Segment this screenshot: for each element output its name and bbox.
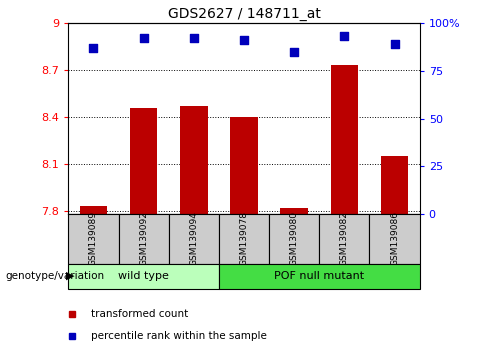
Point [391,41,399,47]
Text: ▶: ▶ [66,271,74,281]
Bar [381,156,408,214]
Text: transformed count: transformed count [91,309,188,319]
Text: GSM139086: GSM139086 [390,211,399,267]
Text: GSM139080: GSM139080 [290,211,299,267]
Text: GSM139082: GSM139082 [340,211,349,267]
Bar [80,206,107,214]
Text: percentile rank within the sample: percentile rank within the sample [91,331,267,341]
Point [140,35,147,41]
Text: GSM139092: GSM139092 [139,211,148,267]
Point [240,38,248,43]
Text: genotype/variation: genotype/variation [5,271,104,281]
Bar [281,208,308,214]
Bar [180,106,207,214]
Bar [219,214,269,264]
Bar [230,117,258,214]
Bar [219,264,420,289]
Title: GDS2627 / 148711_at: GDS2627 / 148711_at [167,7,321,21]
Text: POF null mutant: POF null mutant [274,271,365,281]
Point [290,49,298,55]
Bar [369,214,420,264]
Text: GSM139094: GSM139094 [189,211,198,267]
Bar [119,214,169,264]
Point [341,34,348,39]
Bar [319,214,369,264]
Bar [130,108,158,214]
Bar [169,214,219,264]
Bar [68,264,219,289]
Text: GSM139078: GSM139078 [240,211,248,267]
Bar [269,214,319,264]
Bar [68,214,119,264]
Text: wild type: wild type [118,271,169,281]
Point [190,35,198,41]
Point [89,45,97,51]
Bar [330,65,358,214]
Text: GSM139089: GSM139089 [89,211,98,267]
